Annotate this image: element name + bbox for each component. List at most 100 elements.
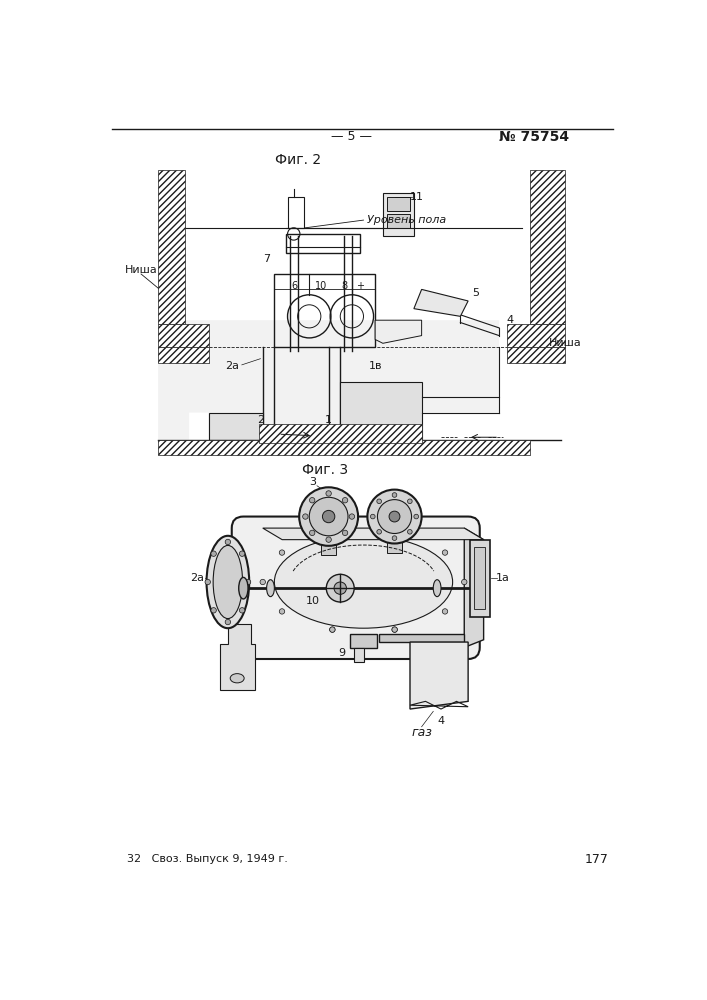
- Circle shape: [245, 579, 251, 585]
- Circle shape: [392, 493, 397, 497]
- Circle shape: [225, 619, 230, 625]
- FancyBboxPatch shape: [232, 517, 480, 659]
- Circle shape: [407, 529, 412, 534]
- Circle shape: [322, 510, 335, 523]
- Text: 7: 7: [263, 254, 270, 264]
- Ellipse shape: [274, 536, 452, 628]
- Bar: [387, 214, 410, 228]
- Circle shape: [392, 536, 397, 540]
- Bar: [158, 170, 185, 324]
- Circle shape: [389, 511, 400, 522]
- Bar: [158, 324, 209, 347]
- Bar: [286, 234, 360, 253]
- Text: +: +: [356, 281, 363, 291]
- Circle shape: [392, 532, 397, 537]
- Text: Фиг. 3: Фиг. 3: [302, 463, 348, 477]
- Ellipse shape: [213, 545, 243, 619]
- Text: .6: .6: [289, 281, 298, 291]
- Text: 4: 4: [507, 315, 514, 325]
- Circle shape: [443, 609, 448, 614]
- Bar: [158, 347, 209, 363]
- Circle shape: [443, 550, 448, 555]
- Circle shape: [392, 627, 397, 632]
- Text: Фиг. 2: Фиг. 2: [274, 153, 321, 167]
- Circle shape: [392, 627, 397, 632]
- Bar: [354, 648, 363, 662]
- Ellipse shape: [267, 580, 274, 597]
- Bar: [387, 197, 410, 211]
- Circle shape: [310, 530, 315, 536]
- Circle shape: [309, 497, 348, 536]
- Text: 10: 10: [306, 596, 320, 606]
- Circle shape: [370, 514, 375, 519]
- Text: Ниша: Ниша: [549, 338, 581, 348]
- Text: 9: 9: [338, 648, 345, 658]
- Text: 32   Своз. Выпуск 9, 1949 г.: 32 Своз. Выпуск 9, 1949 г.: [127, 854, 288, 864]
- Bar: [274, 274, 375, 347]
- Polygon shape: [340, 382, 421, 440]
- Text: 11: 11: [410, 192, 424, 202]
- Circle shape: [342, 498, 348, 503]
- Circle shape: [279, 609, 285, 614]
- Polygon shape: [379, 634, 464, 642]
- Circle shape: [368, 490, 421, 544]
- Bar: [259, 424, 421, 443]
- Text: 5: 5: [472, 288, 479, 298]
- Text: 2а: 2а: [190, 573, 204, 583]
- Circle shape: [377, 529, 382, 534]
- Circle shape: [377, 499, 382, 504]
- Text: 10: 10: [315, 281, 327, 291]
- Polygon shape: [410, 642, 468, 709]
- Circle shape: [342, 530, 348, 536]
- Polygon shape: [375, 320, 421, 343]
- Text: 3: 3: [310, 477, 317, 487]
- Ellipse shape: [239, 577, 248, 599]
- Bar: [507, 324, 565, 347]
- Circle shape: [329, 627, 335, 632]
- Bar: [321, 536, 337, 555]
- Polygon shape: [464, 528, 484, 647]
- Text: 2а: 2а: [225, 361, 239, 371]
- Circle shape: [462, 579, 467, 585]
- Circle shape: [211, 551, 216, 556]
- Text: 1: 1: [325, 415, 332, 425]
- Bar: [470, 540, 490, 617]
- Circle shape: [225, 539, 230, 545]
- Bar: [387, 536, 402, 553]
- Text: 177: 177: [585, 853, 608, 866]
- Circle shape: [392, 532, 397, 537]
- Text: № 75754: № 75754: [499, 130, 569, 144]
- Ellipse shape: [206, 536, 249, 628]
- Circle shape: [349, 514, 355, 519]
- Text: газ: газ: [411, 726, 432, 739]
- Polygon shape: [263, 528, 484, 540]
- Circle shape: [303, 514, 308, 519]
- Circle shape: [378, 500, 411, 533]
- Circle shape: [334, 582, 346, 594]
- Text: 1в: 1в: [368, 361, 382, 371]
- Bar: [158, 440, 530, 455]
- Polygon shape: [158, 320, 499, 451]
- Circle shape: [329, 627, 335, 632]
- Bar: [507, 347, 565, 363]
- Circle shape: [327, 574, 354, 602]
- Text: 8: 8: [341, 281, 347, 291]
- Text: — 5 —: — 5 —: [332, 130, 373, 143]
- Bar: [530, 170, 565, 324]
- Circle shape: [240, 551, 245, 556]
- Bar: [288, 197, 304, 228]
- Ellipse shape: [433, 580, 441, 597]
- Bar: [383, 193, 414, 235]
- Text: 2: 2: [257, 415, 264, 425]
- Circle shape: [260, 579, 265, 585]
- Circle shape: [211, 608, 216, 613]
- Circle shape: [326, 491, 332, 496]
- Circle shape: [279, 550, 285, 555]
- Text: Уровень пола: Уровень пола: [368, 215, 447, 225]
- Bar: [349, 634, 378, 648]
- Circle shape: [326, 537, 332, 542]
- Circle shape: [310, 498, 315, 503]
- Circle shape: [414, 514, 419, 519]
- Polygon shape: [209, 413, 263, 440]
- Polygon shape: [220, 624, 255, 690]
